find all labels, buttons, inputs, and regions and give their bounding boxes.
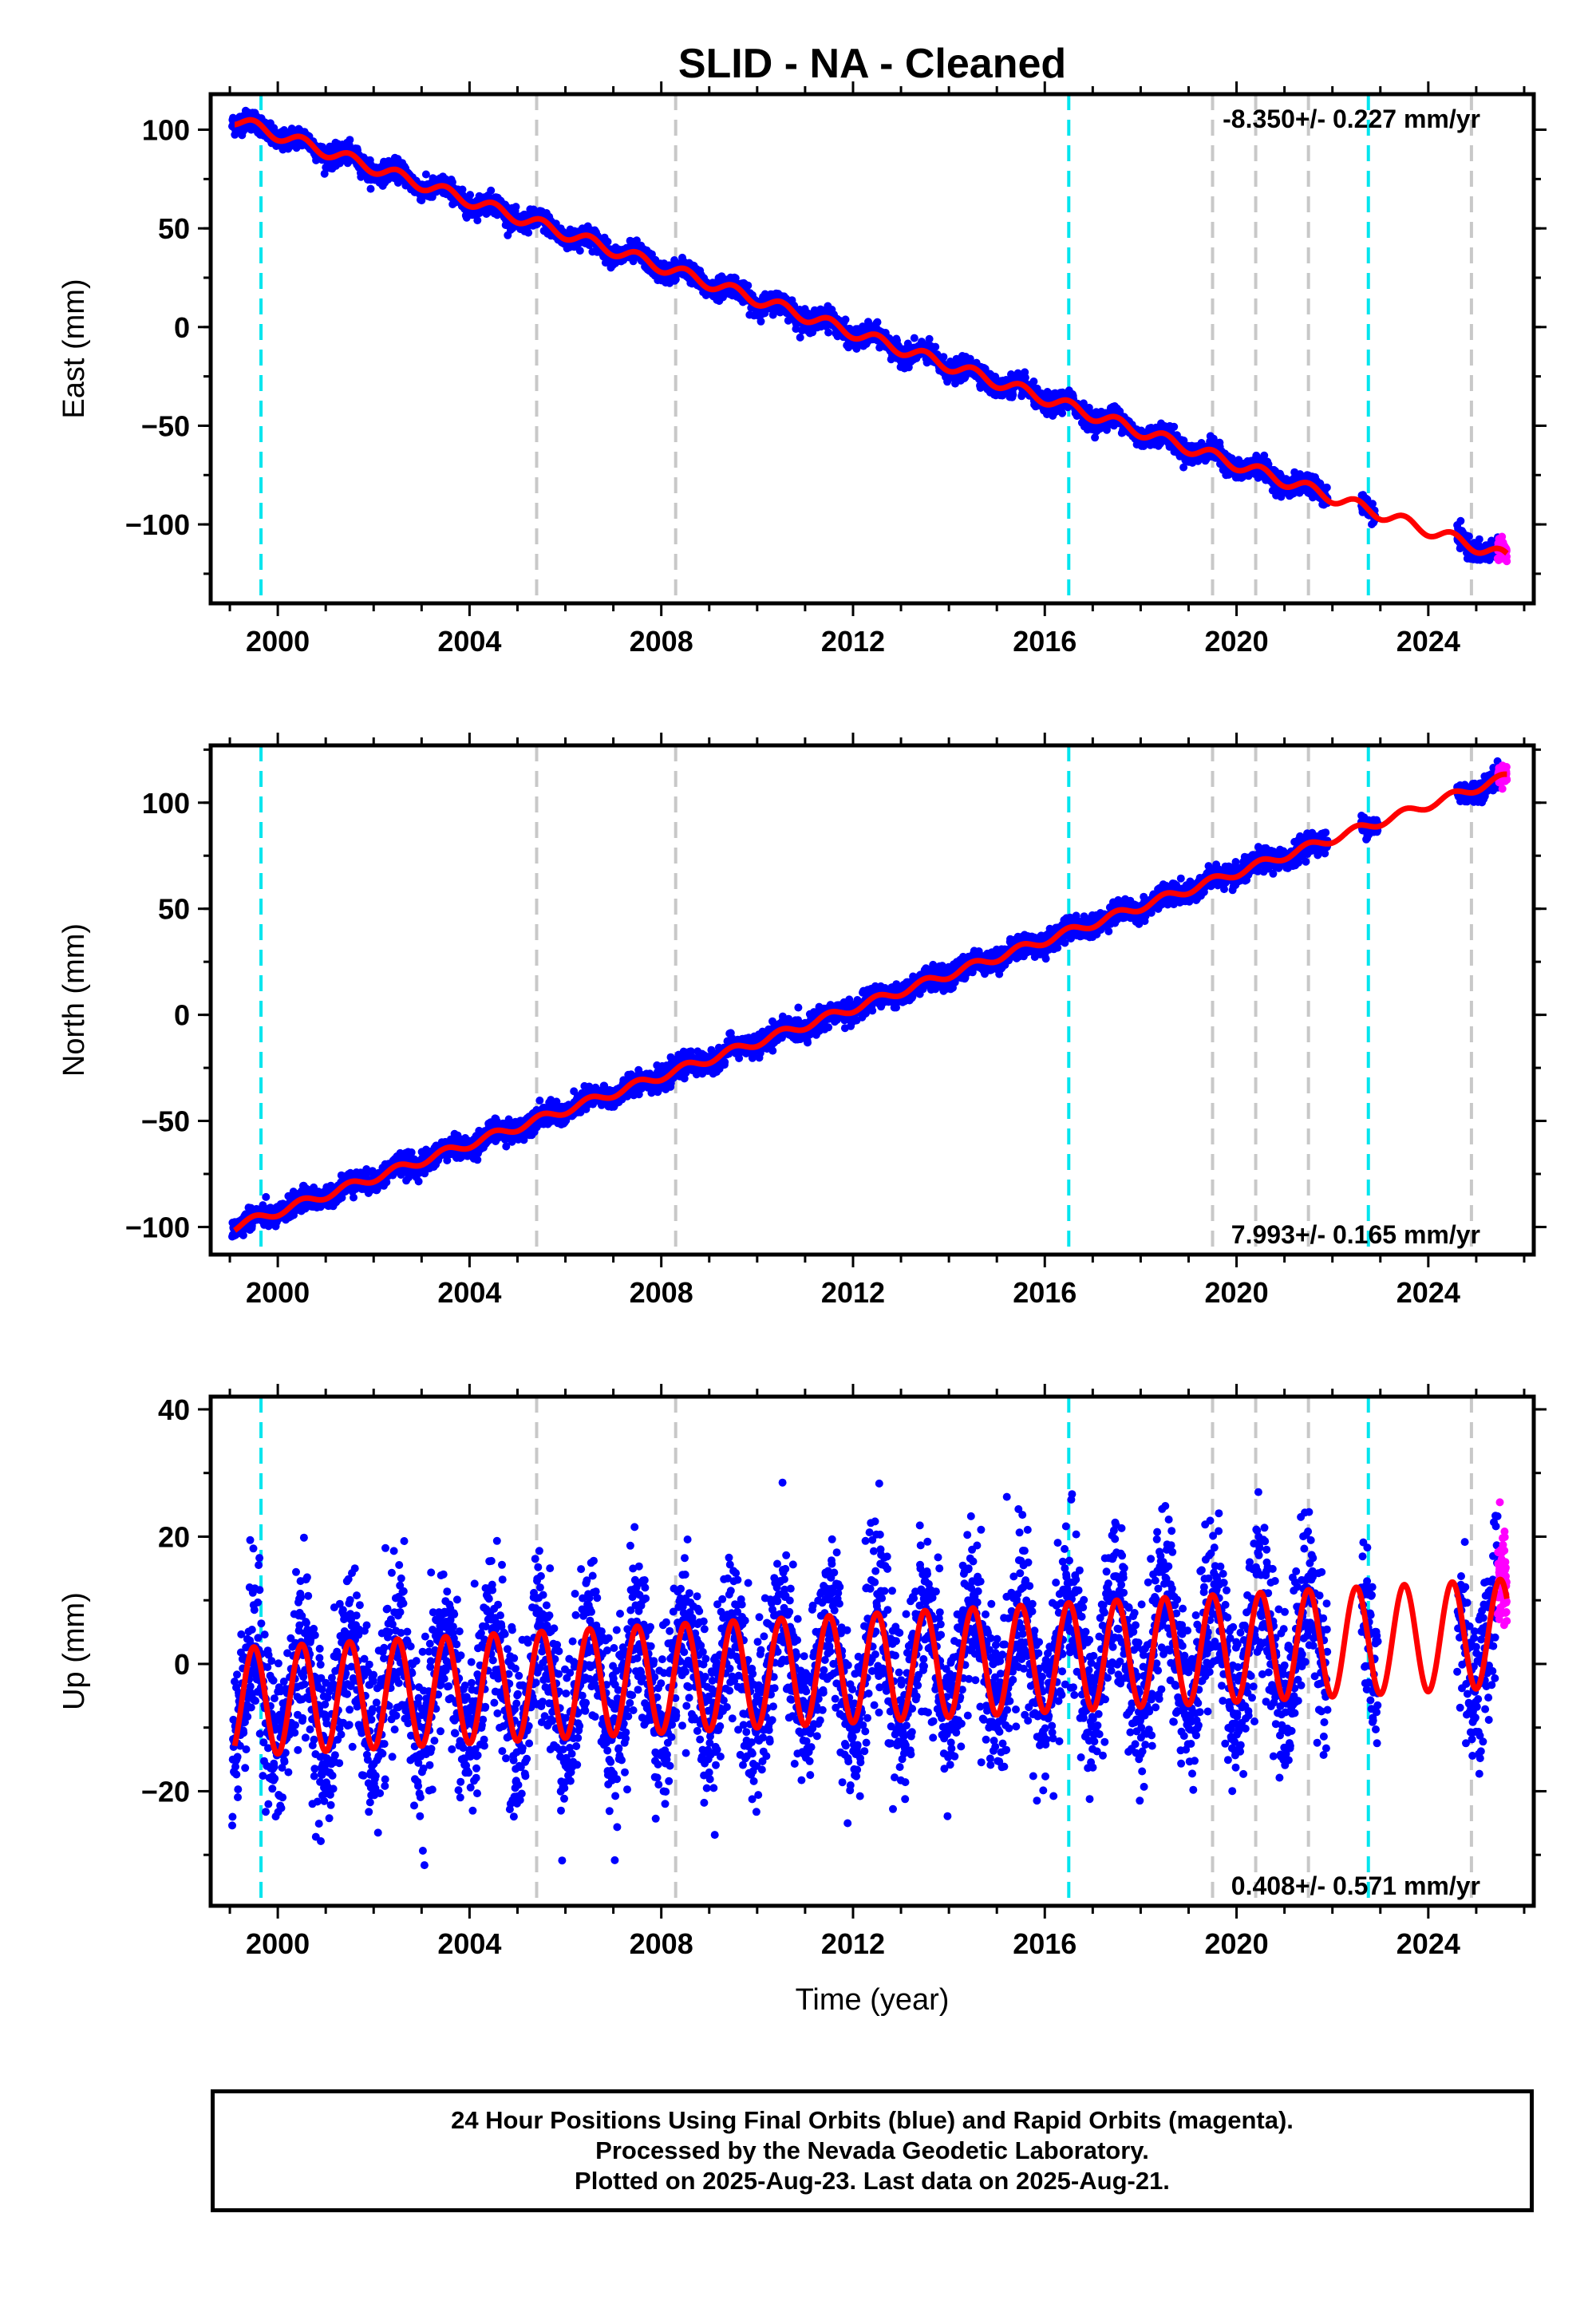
data-point [1456,516,1465,525]
data-point [346,136,354,144]
data-point [1322,483,1331,492]
chart-title: SLID - NA - Cleaned [678,41,1066,87]
y-tick-label: 50 [158,212,190,245]
data-point [1091,433,1100,442]
data-point [270,124,279,132]
north-panel: 2000 2004 2008 2012 2016 2020 2024100500−50−10… [57,733,1547,1309]
data-point [421,170,430,179]
data-point [512,203,520,211]
data-point [1079,399,1088,408]
data-point [910,334,918,342]
y-tick-label: 100 [142,114,190,147]
data-point [796,333,804,342]
x-tick-label: 2024 [1396,625,1460,658]
y-axis-label: East (mm) [57,279,91,418]
plot-area [228,94,1511,603]
y-tick-label: 0 [174,311,190,344]
x-tick-label: 2016 [1013,625,1077,658]
data-point [458,185,467,194]
x-tick-label: 2000 [246,625,310,658]
plot-area [228,745,1511,1255]
data-point [824,328,833,337]
x-tick-label: 2020 [1205,625,1269,658]
data-point [757,317,765,326]
data-point [925,334,934,343]
data-point [1009,390,1017,399]
data-point [524,228,533,237]
rate-label: -8.350+/- 0.227 mm/yr [1223,105,1480,133]
data-point [366,184,375,193]
x-tick-label: 2004 [437,625,501,658]
data-point [1021,373,1029,382]
data-point [466,191,475,200]
data-point [841,315,850,324]
data-point [1503,557,1511,566]
data-point [603,237,612,246]
x-tick-label: 2012 [821,625,885,658]
y-tick-label: −50 [141,409,190,442]
data-point [487,186,496,195]
data-point [931,342,940,351]
east-panel: 2000 2004 2008 2012 2016 2020 2024 100 50 0 −50 −10… [57,81,1547,658]
data-point [744,281,753,290]
data-point [864,318,872,326]
data-point [1170,422,1179,431]
data-point [939,353,948,362]
x-tick-label: 2008 [630,625,693,658]
data-point [575,247,584,255]
y-tick-label: −100 [125,508,190,541]
data-point [1475,535,1483,543]
data-point [873,318,882,326]
data-point [473,216,482,225]
data-point [1029,377,1038,385]
data-point [262,1192,271,1201]
data-point [320,169,329,178]
data-point [1464,532,1473,541]
data-point [1058,409,1067,417]
